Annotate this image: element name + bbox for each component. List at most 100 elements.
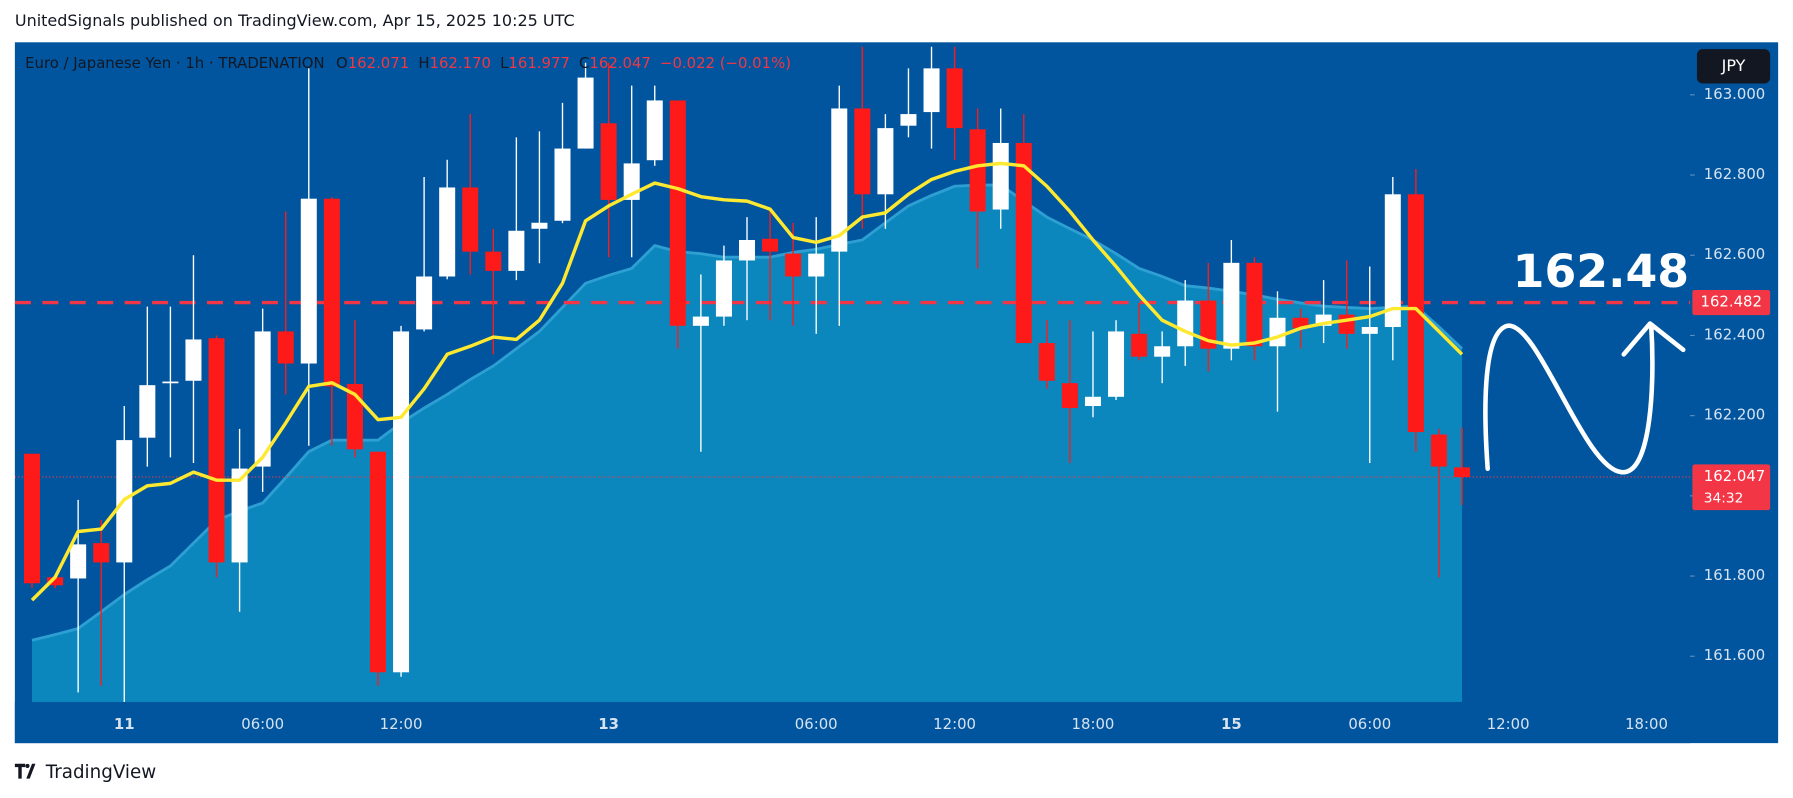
brand-logo (14, 763, 36, 779)
countdown-label: 34:32 (1704, 491, 1744, 507)
candle-body (1131, 333, 1148, 357)
candle-body (969, 129, 986, 212)
candle-body (577, 77, 594, 149)
symbol: Euro / Japanese Yen · 1h · TRADENATION (25, 54, 324, 72)
candle-body (669, 100, 686, 326)
candle-body (231, 468, 248, 563)
candle-body (323, 198, 340, 387)
price-line-tag (1692, 289, 1771, 316)
candle-body (1269, 317, 1286, 347)
y-tick-label: 162.600 (1704, 245, 1765, 263)
candle-body (1038, 343, 1055, 381)
x-tick-label: 06:00 (795, 715, 838, 733)
candle-body (785, 253, 802, 277)
x-tick-label: 12:00 (933, 715, 976, 733)
candle-body (1407, 194, 1424, 433)
candle-body (208, 338, 225, 563)
brand-name: TradingView (45, 762, 157, 783)
candle-body (416, 276, 433, 330)
ma-line (30, 161, 1464, 602)
candle-body (1361, 327, 1378, 334)
candle-body (1061, 383, 1078, 409)
x-tick-label: 12:00 (380, 715, 423, 733)
candle-body (600, 123, 617, 200)
candle-body (1384, 194, 1401, 328)
ohlc-key: C (579, 54, 589, 72)
last-price-label: 162.047 (1704, 467, 1765, 485)
candle-body (900, 114, 917, 126)
y-tick-label: 161.600 (1704, 646, 1765, 664)
candle-body (1177, 300, 1194, 347)
publish-note: UnitedSignals published on TradingView.c… (15, 11, 575, 30)
ohlc-key: O (336, 54, 348, 72)
candle-body (485, 251, 502, 271)
x-tick-label: 11 (114, 715, 135, 733)
candle-body (300, 198, 317, 364)
price-line-label: 162.482 (1701, 293, 1762, 311)
change: −0.022 (−0.01%) (660, 54, 791, 72)
candle-body (254, 331, 271, 467)
candle-body (439, 187, 456, 277)
y-tick-label: 161.800 (1704, 566, 1765, 584)
candle-body (162, 381, 179, 384)
candle-body (1200, 300, 1217, 349)
candle-body (1246, 262, 1263, 347)
ohlc-value: 161.977 (508, 54, 569, 72)
candle-body (508, 230, 525, 271)
candle-body (854, 108, 871, 195)
annotation: 162.48 (1513, 245, 1689, 298)
currency-label[interactable]: JPY (1721, 56, 1746, 75)
ohlc-value: 162.047 (589, 54, 650, 72)
x-tick-label: 15 (1221, 715, 1242, 733)
ohlc-value: 162.071 (348, 54, 409, 72)
x-tick-label: 12:00 (1487, 715, 1530, 733)
candle-body (715, 260, 732, 317)
candle-body (1015, 142, 1032, 344)
candle-body (1453, 467, 1471, 477)
ohlc-key: H (418, 54, 429, 72)
ma-area (32, 185, 1463, 702)
x-tick-label: 13 (598, 715, 619, 733)
candle-body (992, 142, 1009, 210)
candle-body (554, 148, 571, 221)
overlay-layer: 161.600161.800162.000162.200162.400162.6… (25, 54, 1771, 733)
candle-body (139, 385, 156, 438)
x-tick-label: 06:00 (241, 715, 284, 733)
y-tick-label: 162.400 (1704, 325, 1765, 343)
candle-body (1223, 262, 1240, 349)
candle-body (1292, 317, 1309, 329)
candle-body (1084, 396, 1101, 407)
x-tick-label: 18:00 (1072, 715, 1115, 733)
candle-body (946, 68, 963, 129)
candle-body (1154, 346, 1171, 357)
candle-body (393, 331, 410, 673)
drawn-arrow (1483, 321, 1686, 475)
candle-body (762, 238, 779, 252)
x-tick-label: 06:00 (1348, 715, 1391, 733)
candle-body (1108, 331, 1125, 397)
candle-body (462, 187, 479, 252)
candle-body (70, 544, 87, 579)
candle-body (185, 339, 202, 381)
candle-body (739, 239, 756, 261)
legend: Euro / Japanese Yen · 1h · TRADENATION O1… (25, 54, 791, 72)
candle-body (646, 100, 663, 161)
x-tick-label: 18:00 (1625, 715, 1668, 733)
candle-body (1430, 434, 1447, 467)
candle-body (369, 451, 386, 673)
candle-body (93, 543, 110, 563)
last-price-tag (1692, 464, 1771, 511)
candle-body (531, 222, 548, 229)
candle-body (923, 68, 940, 113)
candle-body (24, 453, 41, 584)
y-tick-label: 162.800 (1704, 165, 1765, 183)
candle-body (47, 577, 64, 586)
candle-body (831, 108, 848, 252)
candle-body (692, 316, 709, 326)
candle-body (1315, 314, 1332, 326)
currency-button[interactable] (1696, 49, 1771, 84)
y-tick-label: 163.000 (1704, 85, 1765, 103)
y-tick-label: 162.200 (1704, 406, 1765, 424)
